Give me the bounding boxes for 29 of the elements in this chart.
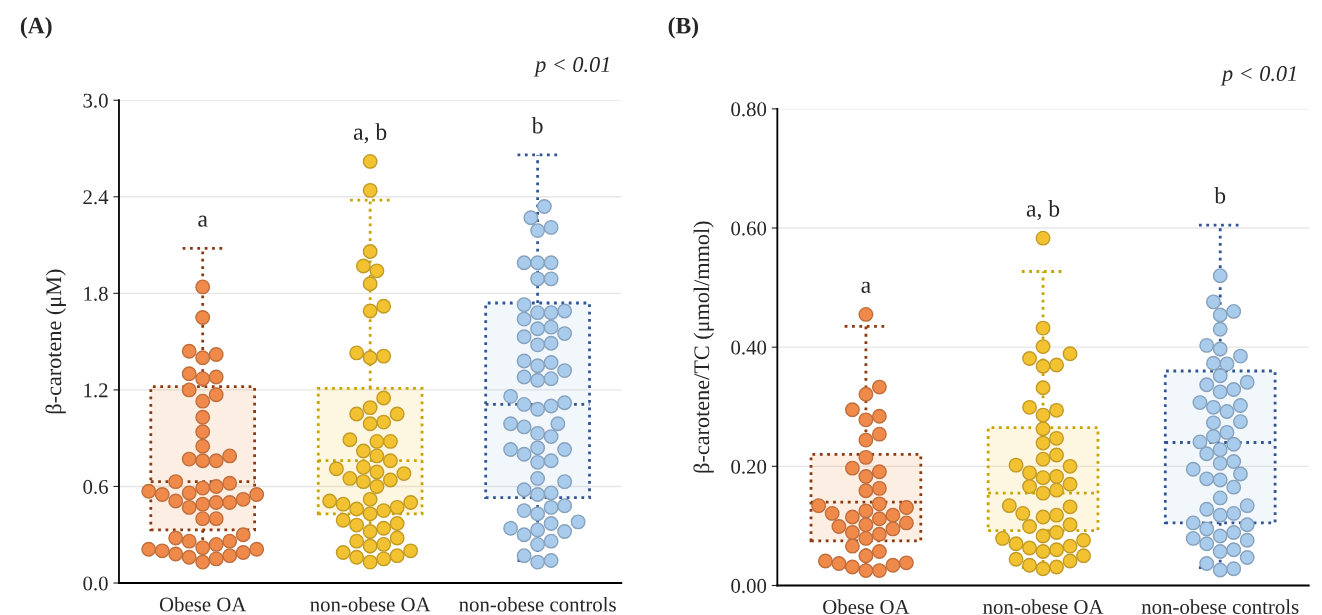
x-tick-label: non-obese OA xyxy=(310,596,431,612)
annotation: a, b xyxy=(353,123,387,144)
y-tick-label: 0.20 xyxy=(731,459,767,474)
annotation: a xyxy=(861,281,871,293)
chart-title: (A) xyxy=(20,16,52,39)
y-axis-title: β-carotene (μM) xyxy=(45,269,66,414)
y-tick-label: 3.0 xyxy=(83,93,108,108)
x-tick-label: non-obese controls xyxy=(459,596,616,612)
text: p < 0.01 xyxy=(1220,66,1296,86)
y-tick-label: 2.4 xyxy=(83,190,109,205)
y-axis-title: β-carotene/TC (μmol/mmol) xyxy=(693,221,714,473)
annotation: b xyxy=(1214,186,1226,204)
text: p < 0.01 xyxy=(533,57,609,77)
y-tick-label: 0.6 xyxy=(83,479,108,494)
y-tick-label: 0.00 xyxy=(731,578,767,593)
y-tick-label: 1.8 xyxy=(84,286,108,301)
y-tick-label: 0.0 xyxy=(83,576,108,591)
x-tick-label: Obese OA xyxy=(159,596,247,612)
y-tick-label: 0.80 xyxy=(731,102,767,117)
y-tick-label: 0.60 xyxy=(731,221,767,236)
annotation: a xyxy=(198,215,208,227)
x-tick-label: Obese OA xyxy=(823,599,910,615)
y-tick-label: 0.40 xyxy=(731,340,767,355)
y-tick-label: 1.2 xyxy=(84,383,108,398)
annotation: b xyxy=(531,116,543,134)
x-tick-label: non-obese OA xyxy=(983,599,1104,615)
x-tick-label: non-obese controls xyxy=(1141,599,1299,615)
annotation: a, b xyxy=(1026,200,1060,221)
chart-title: (B) xyxy=(668,16,699,39)
